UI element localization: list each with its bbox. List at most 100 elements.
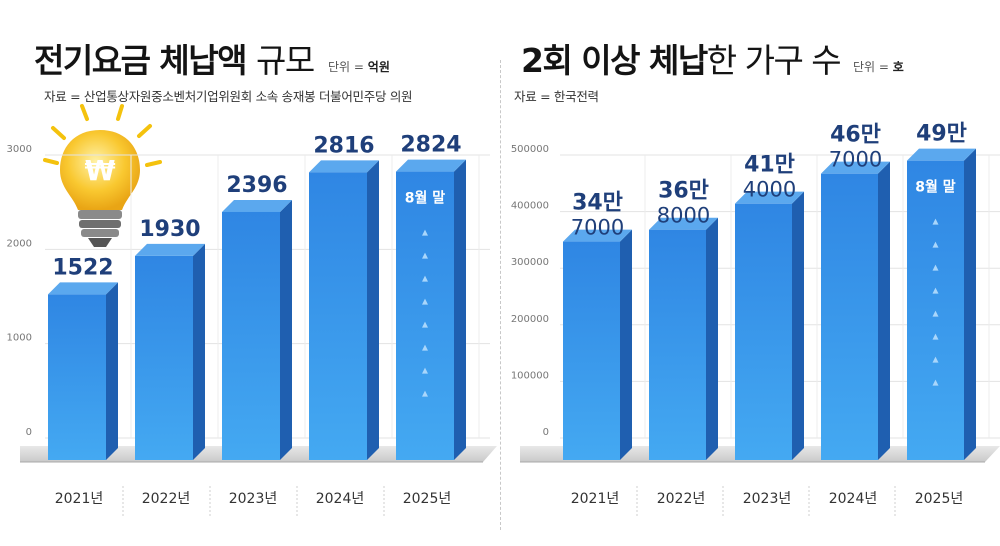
right-chart-title: 2회 이상 체납한 가구 수 xyxy=(521,34,842,82)
right-title-bold: 2회 이상 체납 xyxy=(521,41,708,80)
trend-arrow-marker xyxy=(932,379,939,386)
y-tick-label: 2000 xyxy=(7,238,32,249)
bar-side xyxy=(620,229,632,460)
data-label: 46만 xyxy=(830,123,881,148)
data-label-secondary: 4000 xyxy=(743,178,796,202)
svg-text:₩: ₩ xyxy=(85,154,116,187)
bar xyxy=(309,172,367,460)
right-unit-value: 호 xyxy=(892,60,904,74)
trend-arrow-marker xyxy=(422,390,428,397)
data-label-secondary: 8000 xyxy=(657,204,710,228)
y-tick-label: 0 xyxy=(26,427,32,438)
x-tick-label: 2023년 xyxy=(229,491,278,507)
trend-arrow-marker xyxy=(422,298,428,305)
y-tick-label: 200000 xyxy=(511,314,549,325)
bar-side xyxy=(792,191,804,460)
left-unit-label: 단위 = xyxy=(328,60,364,74)
data-label: 1930 xyxy=(139,217,200,242)
x-tick-label: 2025년 xyxy=(915,491,964,507)
left-title-light: 규모 xyxy=(256,41,315,80)
x-tick-label: 2024년 xyxy=(829,491,878,507)
bar-top xyxy=(396,159,466,172)
bar xyxy=(821,173,878,461)
left-chart-title: 전기요금 체납액 규모 xyxy=(34,34,315,82)
lightbulb-won-icon: ₩ xyxy=(43,104,162,247)
data-label-secondary: 7000 xyxy=(571,216,624,240)
bar-top xyxy=(48,282,118,295)
trend-arrow-marker xyxy=(932,287,939,294)
trend-arrow-marker xyxy=(932,218,939,225)
bar-side xyxy=(280,199,292,460)
bar xyxy=(222,211,280,460)
right-unit-label: 단위 = xyxy=(853,60,889,74)
data-label: 34만 xyxy=(572,191,623,216)
bar xyxy=(396,171,454,460)
left-source: 자료 = 산업통상자원중소벤처기업위원회 소속 송재봉 더불어민주당 의원 xyxy=(44,89,413,104)
x-tick-label: 2021년 xyxy=(55,491,104,507)
right-unit: 단위 = 호 xyxy=(853,58,904,75)
x-tick-label: 2021년 xyxy=(571,491,620,507)
bar-top xyxy=(821,161,890,174)
left-unit-value: 억원 xyxy=(367,60,390,74)
trend-arrow-marker xyxy=(932,333,939,340)
bar-side xyxy=(106,282,118,460)
right-title-light: 한 가구 수 xyxy=(706,41,842,80)
trend-arrow-marker xyxy=(422,367,428,374)
x-tick-label: 2025년 xyxy=(403,491,452,507)
bar-side xyxy=(454,159,466,460)
annotation-label: 8월 말 xyxy=(915,179,955,196)
trend-arrow-marker xyxy=(422,252,428,259)
bar xyxy=(907,160,964,460)
bar-top xyxy=(563,229,632,242)
bar-side xyxy=(878,161,890,461)
bar xyxy=(735,203,792,460)
bar-side xyxy=(367,160,379,460)
bar-top xyxy=(907,148,976,161)
y-tick-label: 400000 xyxy=(511,201,549,212)
bar-top xyxy=(222,199,292,212)
bar xyxy=(563,241,620,460)
data-label-secondary: 7000 xyxy=(829,148,882,172)
y-tick-label: 0 xyxy=(543,427,549,438)
data-label: 41만 xyxy=(744,153,795,178)
y-tick-label: 100000 xyxy=(511,370,549,381)
trend-arrow-marker xyxy=(932,310,939,317)
y-tick-label: 1000 xyxy=(7,333,32,344)
x-tick-label: 2022년 xyxy=(657,491,706,507)
bar-top xyxy=(135,243,205,256)
left-unit: 단위 = 억원 xyxy=(328,58,390,75)
data-label: 1522 xyxy=(52,255,113,280)
trend-arrow-marker xyxy=(932,264,939,271)
data-label: 49만 xyxy=(916,122,967,147)
x-tick-label: 2023년 xyxy=(743,491,792,507)
bar-top xyxy=(649,217,718,230)
x-tick-label: 2024년 xyxy=(316,491,365,507)
chart-divider xyxy=(500,60,501,530)
data-label: 36만 xyxy=(658,179,709,204)
data-label: 2396 xyxy=(226,173,287,198)
trend-arrow-marker xyxy=(422,275,428,282)
trend-arrow-marker xyxy=(422,229,428,236)
bar-top xyxy=(735,191,804,204)
annotation-label: 8월 말 xyxy=(405,190,445,207)
y-tick-label: 3000 xyxy=(7,144,32,155)
bar-side xyxy=(964,148,976,460)
trend-arrow-marker xyxy=(422,344,428,351)
bar xyxy=(48,294,106,460)
left-title-bold: 전기요금 체납액 xyxy=(34,41,248,80)
trend-arrow-marker xyxy=(932,356,939,363)
x-tick-label: 2022년 xyxy=(142,491,191,507)
bar xyxy=(135,255,193,460)
data-label: 2824 xyxy=(400,133,461,158)
y-tick-label: 500000 xyxy=(511,144,549,155)
bar-side xyxy=(193,243,205,460)
trend-arrow-marker xyxy=(932,241,939,248)
right-source: 자료 = 한국전력 xyxy=(514,89,599,104)
y-tick-label: 300000 xyxy=(511,257,549,268)
bar xyxy=(649,229,706,460)
bar-side xyxy=(706,217,718,460)
data-label: 2816 xyxy=(313,133,374,158)
bar-top xyxy=(309,160,379,173)
trend-arrow-marker xyxy=(422,321,428,328)
